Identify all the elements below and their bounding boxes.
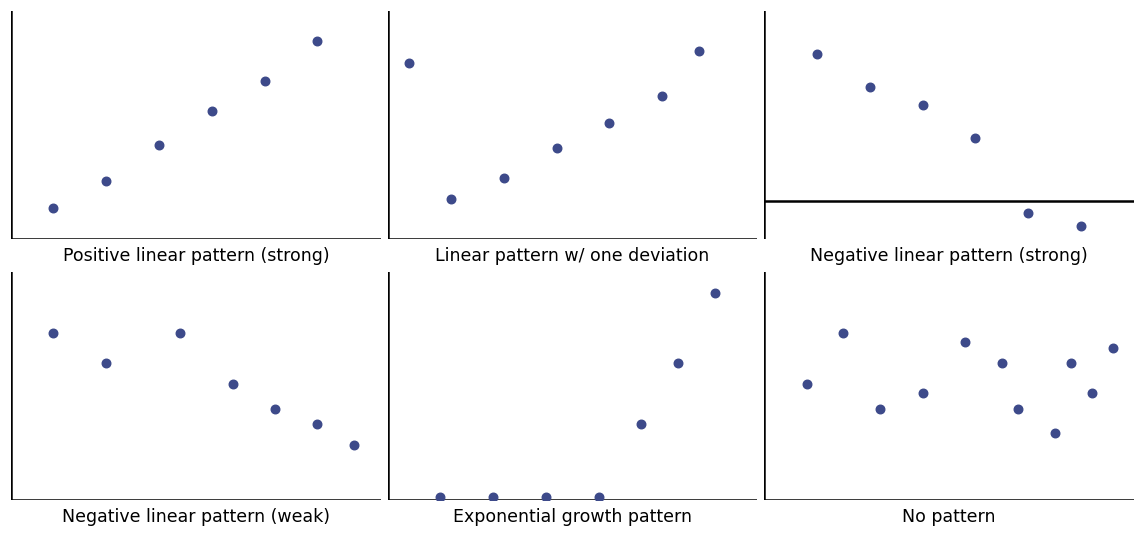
Point [590,492,608,501]
Point [1104,344,1122,352]
Point [203,107,221,115]
Point [653,92,671,100]
Point [1082,389,1100,397]
Point [797,380,815,389]
Point [255,77,274,85]
Point [1019,209,1037,217]
Point [442,195,460,204]
Point [432,492,450,501]
Point [632,419,650,428]
Point [495,173,513,182]
Point [97,359,116,367]
Point [308,37,326,46]
Point [547,143,566,152]
Point [45,328,63,337]
Point [1009,404,1027,413]
Point [223,380,242,389]
Point [537,492,555,501]
Point [308,419,326,428]
Point [150,140,168,149]
Point [1061,359,1080,367]
Point [914,389,932,397]
Point [966,133,985,142]
Point [97,177,116,185]
Point [1072,222,1090,230]
Point [345,441,363,449]
Point [669,359,687,367]
X-axis label: Negative linear pattern (strong): Negative linear pattern (strong) [811,247,1088,265]
Point [484,492,503,501]
Point [706,289,725,297]
Point [956,337,974,346]
Point [171,328,189,337]
Point [835,328,853,337]
Point [808,50,827,59]
Point [993,359,1011,367]
Point [266,404,284,413]
Point [690,46,709,55]
Point [600,119,618,128]
X-axis label: Positive linear pattern (strong): Positive linear pattern (strong) [63,247,330,265]
Point [1045,429,1064,437]
X-axis label: Exponential growth pattern: Exponential growth pattern [453,508,692,526]
Point [914,100,932,109]
Point [861,83,879,91]
Point [45,204,63,213]
Point [871,404,890,413]
X-axis label: Negative linear pattern (weak): Negative linear pattern (weak) [62,508,330,526]
Point [400,59,418,67]
X-axis label: Linear pattern w/ one deviation: Linear pattern w/ one deviation [435,247,710,265]
X-axis label: No pattern: No pattern [902,508,996,526]
